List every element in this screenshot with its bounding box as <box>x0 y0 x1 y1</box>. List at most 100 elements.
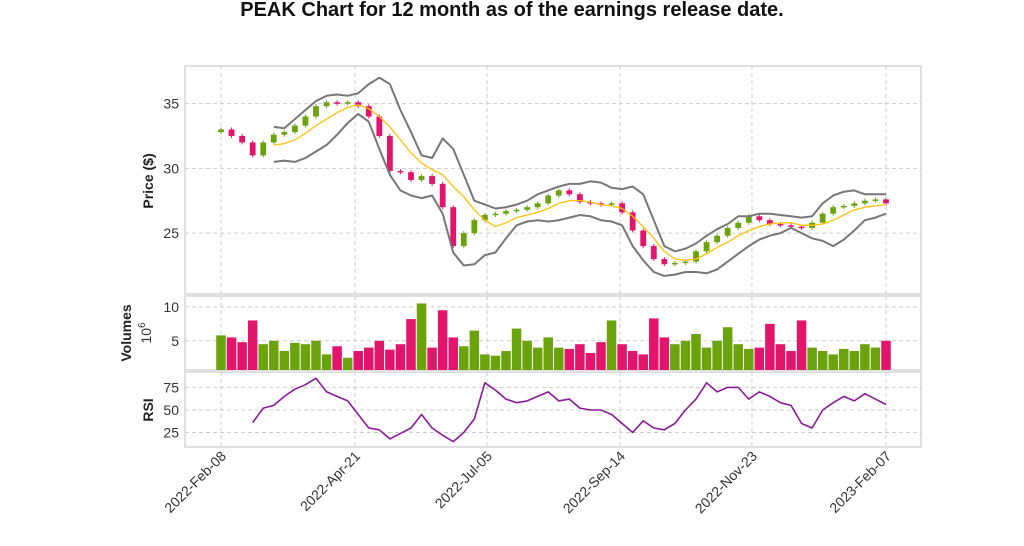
volume-bar <box>247 320 258 370</box>
candle-body <box>883 199 889 204</box>
volume-bar <box>501 350 511 370</box>
volume-bar <box>670 344 680 370</box>
candle-body <box>661 259 668 265</box>
candle-body <box>418 176 425 180</box>
volume-bar <box>300 344 311 370</box>
volume-bar <box>353 350 363 370</box>
volume-bar <box>480 354 490 370</box>
candle-body <box>481 214 488 221</box>
volume-bar <box>870 347 881 370</box>
candle-body <box>840 205 847 208</box>
volume-unit-base: 10 <box>138 328 154 344</box>
candle-body <box>460 233 467 247</box>
candle-body <box>735 222 742 228</box>
volume-bar <box>406 319 416 370</box>
candle-body <box>650 246 657 260</box>
volume-ytick-label: 10 <box>163 299 179 315</box>
volume-bar <box>554 347 564 370</box>
candle-body <box>566 190 573 195</box>
candle-body <box>576 194 583 203</box>
candle-body <box>239 135 246 143</box>
candle-body <box>260 142 267 156</box>
volume-bar <box>311 340 321 370</box>
volume-bar <box>427 347 437 370</box>
volume-bar <box>290 342 300 370</box>
volume-bar <box>627 350 638 370</box>
candle-body <box>640 230 647 247</box>
volume-bar <box>596 342 606 370</box>
volume-ytick-label: 5 <box>171 333 179 349</box>
volume-bar <box>374 340 385 370</box>
volume-axis-label: Volumes <box>118 304 134 362</box>
candle-body <box>830 207 837 214</box>
chart-title: PEAK Chart for 12 month as of the earnin… <box>240 0 784 21</box>
volume-bar <box>649 318 659 370</box>
x-tick-label: 2022-Apr-21 <box>297 448 363 514</box>
candle-body <box>587 202 594 204</box>
volume-bar <box>459 346 469 370</box>
volume-bar <box>807 347 817 370</box>
candle-body <box>714 235 721 243</box>
volume-bar <box>416 303 427 370</box>
volume-bar <box>490 355 501 370</box>
volume-bar <box>279 350 290 370</box>
volume-bar <box>258 344 268 370</box>
price-ytick-label: 30 <box>163 160 179 176</box>
candle-body <box>386 135 393 171</box>
lower-bollinger-band <box>273 112 887 277</box>
candle-body <box>872 199 879 201</box>
candle-body <box>524 207 531 210</box>
volume-bar <box>828 354 838 370</box>
volume-bar <box>860 344 870 370</box>
candle-body <box>397 170 404 173</box>
candle-body <box>323 102 330 107</box>
volume-bar <box>511 328 522 370</box>
volume-bar <box>701 347 712 370</box>
volume-bar <box>849 350 860 370</box>
rsi-ytick-label: 50 <box>163 402 179 418</box>
candle-body <box>281 132 288 135</box>
volume-bar <box>754 347 765 370</box>
candle-body <box>534 203 541 208</box>
candle-body <box>555 190 562 196</box>
rsi-ytick-label: 25 <box>163 425 179 441</box>
price-ytick-label: 35 <box>163 96 179 112</box>
candle-body <box>291 125 298 133</box>
volume-bar <box>532 347 543 370</box>
volume-bar <box>786 350 796 370</box>
candle-body <box>429 176 436 184</box>
candle-body <box>513 209 520 212</box>
x-tick-label: 2022-Sep-14 <box>560 448 629 517</box>
candle-body <box>671 262 678 265</box>
volume-bar <box>712 340 722 370</box>
candle-body <box>788 225 794 227</box>
candle-body <box>344 102 351 104</box>
volume-bar <box>765 323 775 370</box>
volume-bar <box>839 348 849 370</box>
candle-body <box>365 106 372 117</box>
candle-body <box>355 102 362 107</box>
volume-bar <box>342 357 353 370</box>
volume-bar <box>522 340 532 370</box>
volume-bar <box>332 346 342 370</box>
volume-bar <box>796 320 807 370</box>
volume-bar <box>364 347 374 370</box>
volume-bar <box>617 344 627 370</box>
volume-bar <box>659 337 670 370</box>
candle-body <box>861 200 868 204</box>
rsi-ytick-label: 75 <box>163 379 179 395</box>
candle-body <box>703 242 710 252</box>
candle-body <box>471 220 478 234</box>
volume-bar <box>269 340 279 370</box>
volume-bar <box>216 335 226 370</box>
candle-body <box>334 102 341 104</box>
volume-unit-exp: 6 <box>137 322 148 328</box>
x-tick-label: 2023-Feb-07 <box>826 448 894 516</box>
volume-bar <box>606 320 617 370</box>
volume-bar <box>680 340 691 370</box>
candle-body <box>270 134 277 143</box>
candle-body <box>313 106 319 117</box>
candle-body <box>545 195 552 204</box>
volume-bar <box>437 310 448 370</box>
volume-bar <box>722 327 733 370</box>
